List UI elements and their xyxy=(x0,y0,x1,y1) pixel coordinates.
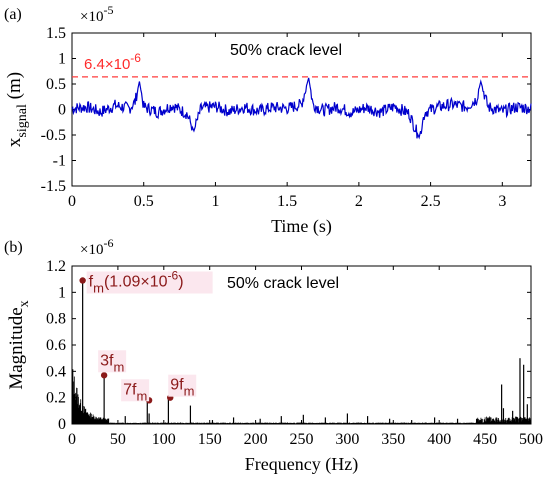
harmonic-label-part: m xyxy=(113,359,124,374)
harmonic-label-part: m xyxy=(136,388,147,403)
harmonic-label-bg xyxy=(121,379,150,402)
y-tick-label: 1 xyxy=(58,51,66,68)
y-tick-label: 1 xyxy=(58,284,66,301)
harmonic-label-part: f xyxy=(89,273,94,290)
x-tick-label: 0 xyxy=(68,431,76,448)
x-tick-label: 400 xyxy=(427,431,451,448)
harmonic-label-part: ) xyxy=(178,273,183,290)
y-tick-label: 0.8 xyxy=(46,311,66,328)
harmonic-label-bg xyxy=(86,271,213,294)
y-tick-label: 1.5 xyxy=(46,25,66,42)
x-tick-label: 450 xyxy=(473,431,497,448)
y-exponent-label-part: ×10 xyxy=(80,242,103,258)
y-axis-label-sub: x xyxy=(17,300,32,307)
panel-label: (a) xyxy=(4,6,22,23)
harmonic-marker xyxy=(79,277,86,284)
x-axis-label: Frequency (Hz) xyxy=(245,454,358,475)
x-tick-label: 300 xyxy=(335,431,359,448)
harmonic-label: 3fm xyxy=(100,352,124,374)
x-tick-label: 0 xyxy=(68,193,76,210)
harmonic-label-part: m xyxy=(184,384,195,399)
x-tick-label: 1.5 xyxy=(277,193,297,210)
x-tick-label: 0.5 xyxy=(134,193,154,210)
harmonic-label-bg xyxy=(168,374,197,397)
x-tick-label: 500 xyxy=(519,431,543,448)
y-tick-label: 0 xyxy=(58,102,66,119)
harmonic-label: fm(1.09×10-6) xyxy=(89,268,184,295)
y-tick-label: 0.5 xyxy=(46,76,66,93)
y-exponent-label: ×10-6 xyxy=(80,236,113,258)
harmonic-label-part: -6 xyxy=(168,268,179,282)
harmonic-label: 7fm xyxy=(123,381,147,403)
y-axis-label-main: x xyxy=(4,137,25,147)
y-tick-label: 0.4 xyxy=(46,363,66,380)
harmonic-marker xyxy=(100,372,108,379)
y-tick-label: 0.2 xyxy=(46,390,66,407)
panel-a: 0 0.5 1 1.5 2 2.5 3 -1.5 -1 -0.5 0 0.5 1 1.5 ×10-5 (a) T… xyxy=(4,3,532,237)
signal-line xyxy=(71,77,532,140)
y-exponent-label-part: -6 xyxy=(103,236,113,250)
panel-label: (b) xyxy=(4,239,23,256)
y-axis-label: Magnitudex xyxy=(6,300,32,389)
x-axis-label: Time (s) xyxy=(271,216,332,237)
x-tick-label: 150 xyxy=(198,431,222,448)
y-tick-label: -0.5 xyxy=(41,127,66,144)
harmonic-label-part: 7f xyxy=(123,381,137,398)
harmonic-label-bg xyxy=(98,350,127,373)
y-axis-label-unit: (m) xyxy=(4,72,25,104)
y-exponent-label-part: ×10 xyxy=(80,9,103,25)
y-exponent-label: ×10-5 xyxy=(80,3,113,25)
y-tick-label: 0.6 xyxy=(46,337,66,354)
y-axis-label: xsignal (m) xyxy=(4,72,30,147)
x-tick-label: 2.5 xyxy=(421,193,441,210)
y-tick-label: -1 xyxy=(53,153,66,170)
crack-level-annotation: 50% crack level xyxy=(230,42,342,59)
threshold-label: 6.4×10-6 xyxy=(84,51,141,73)
y-axis-label-sub: signal xyxy=(15,104,30,138)
crack-level-annotation: 50% crack level xyxy=(227,275,339,292)
threshold-label-part: -6 xyxy=(130,51,141,65)
panel-b: 0 50 100 150 200 250 300 350 400 450 500 0 0.2 0.4 0.6… xyxy=(4,236,543,475)
x-tick-label: 250 xyxy=(290,431,314,448)
y-tick-label: -1.5 xyxy=(41,178,66,195)
harmonic-label-part: (1.09×10 xyxy=(104,273,168,290)
x-tick-label: 100 xyxy=(152,431,176,448)
threshold-label-part: 6.4×10 xyxy=(84,56,130,73)
harmonic-label-part: 3f xyxy=(100,352,114,369)
x-tick-label: 3 xyxy=(498,193,506,210)
y-axis-label-main: Magnitude xyxy=(6,307,27,389)
harmonic-label-part: 9f xyxy=(170,377,184,394)
x-tick-label: 50 xyxy=(110,431,126,448)
harmonic-label: 9fm xyxy=(170,377,194,399)
y-tick-label: 0 xyxy=(58,416,66,433)
x-tick-label: 1 xyxy=(211,193,219,210)
x-tick-label: 200 xyxy=(244,431,268,448)
y-tick-label: 1.2 xyxy=(46,258,66,275)
y-exponent-label-part: -5 xyxy=(103,3,113,17)
x-tick-label: 350 xyxy=(381,431,405,448)
x-tick-label: 2 xyxy=(355,193,363,210)
harmonic-label-part: m xyxy=(93,280,104,295)
